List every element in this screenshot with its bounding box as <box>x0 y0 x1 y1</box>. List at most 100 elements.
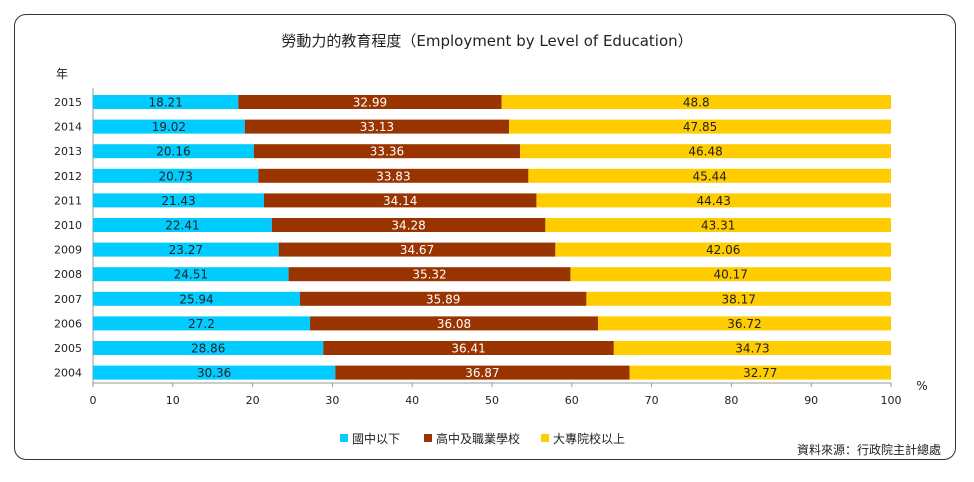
data-label: 34.73 <box>735 342 769 356</box>
data-label: 18.21 <box>148 96 182 110</box>
data-label: 28.86 <box>191 342 225 356</box>
data-label: 34.67 <box>400 243 434 257</box>
x-tick-label: 100 <box>881 394 902 407</box>
x-tick-label: 0 <box>90 394 97 407</box>
bar-1-2014 <box>93 119 245 134</box>
bar-1-2015 <box>93 95 239 109</box>
data-label: 23.27 <box>169 243 203 257</box>
data-label: 35.89 <box>426 292 460 306</box>
data-label: 40.17 <box>714 268 748 282</box>
bar-1-2007 <box>93 291 301 306</box>
data-label: 47.85 <box>683 120 717 134</box>
chart-frame <box>14 14 956 460</box>
x-tick-label: 20 <box>246 394 260 407</box>
data-label: 20.73 <box>159 169 193 183</box>
bar-3-2011 <box>536 193 891 208</box>
bar-1-2013 <box>93 144 254 159</box>
bar-2-2015 <box>238 95 502 109</box>
data-label: 34.14 <box>383 194 417 208</box>
y-tick-label: 2006 <box>54 317 82 330</box>
data-label: 36.41 <box>451 342 485 356</box>
x-tick-label: 40 <box>405 394 419 407</box>
bar-3-2014 <box>509 119 891 134</box>
legend-swatch-1 <box>340 434 348 442</box>
y-tick-label: 2012 <box>54 170 82 183</box>
x-tick-label: 70 <box>645 394 659 407</box>
bar-1-2005 <box>93 341 324 355</box>
data-label: 30.36 <box>197 366 231 380</box>
bar-3-2010 <box>545 218 891 232</box>
data-label: 33.36 <box>370 145 404 159</box>
bar-3-2007 <box>586 291 891 306</box>
y-tick-label: 2004 <box>54 367 82 380</box>
data-label: 32.77 <box>743 366 777 380</box>
data-label: 33.13 <box>360 120 394 134</box>
data-label: 32.99 <box>353 96 387 110</box>
data-label: 36.08 <box>437 317 471 331</box>
bar-2-2010 <box>271 218 546 232</box>
data-label: 44.43 <box>697 194 731 208</box>
x-tick-label: 30 <box>325 394 339 407</box>
bar-2-2014 <box>244 119 510 134</box>
data-label: 38.17 <box>722 292 756 306</box>
legend-label-3: 大專院校以上 <box>553 431 625 446</box>
bar-1-2010 <box>93 218 272 232</box>
legend-swatch-3 <box>541 434 549 442</box>
bar-3-2008 <box>570 267 891 282</box>
data-label: 27.2 <box>188 317 215 331</box>
bar-1-2006 <box>93 316 311 331</box>
data-label: 36.72 <box>727 317 761 331</box>
bar-3-2013 <box>520 144 891 159</box>
bar-2-2004 <box>335 365 630 380</box>
data-label: 42.06 <box>706 243 740 257</box>
bar-2-2012 <box>258 168 529 183</box>
x-tick-label: 50 <box>485 394 499 407</box>
x-tick-label: 90 <box>804 394 818 407</box>
data-label: 34.28 <box>391 219 425 233</box>
legend-label-2: 高中及職業學校 <box>436 431 520 446</box>
data-label: 45.44 <box>693 169 727 183</box>
y-tick-label: 2015 <box>54 96 82 109</box>
y-tick-label: 2014 <box>54 121 82 134</box>
data-label: 24.51 <box>174 268 208 282</box>
y-tick-label: 2013 <box>54 145 82 158</box>
x-tick-label: 80 <box>724 394 738 407</box>
bar-3-2005 <box>613 341 891 355</box>
y-tick-label: 2011 <box>54 194 82 207</box>
data-label: 48.8 <box>683 96 710 110</box>
bar-1-2012 <box>93 168 259 183</box>
x-tick-label: 60 <box>565 394 579 407</box>
bar-1-2011 <box>93 193 265 208</box>
source-note: 資料來源：行政院主計總處 <box>797 442 941 457</box>
bar-2-2013 <box>253 144 521 159</box>
y-tick-label: 2010 <box>54 219 82 232</box>
data-label: 22.41 <box>165 219 199 233</box>
bar-3-2015 <box>501 95 891 109</box>
bar-2-2006 <box>310 316 598 331</box>
data-label: 46.48 <box>688 145 722 159</box>
x-axis-label: % <box>916 379 927 393</box>
legend-label-1: 國中以下 <box>352 431 400 446</box>
data-label: 33.83 <box>376 169 410 183</box>
data-label: 43.31 <box>701 219 735 233</box>
bar-3-2009 <box>555 242 891 257</box>
bar-2-2008 <box>288 267 571 282</box>
data-label: 25.94 <box>179 292 213 306</box>
bar-2-2007 <box>300 291 587 306</box>
data-label: 21.43 <box>161 194 195 208</box>
y-axis-label: 年 <box>56 67 68 81</box>
y-tick-label: 2009 <box>54 244 82 257</box>
bar-1-2009 <box>93 242 279 257</box>
bar-3-2004 <box>629 365 891 380</box>
data-label: 20.16 <box>156 145 190 159</box>
x-tick-label: 10 <box>166 394 180 407</box>
bar-3-2012 <box>528 168 891 183</box>
y-tick-label: 2008 <box>54 268 82 281</box>
bar-2-2005 <box>323 341 614 355</box>
data-label: 36.87 <box>465 366 499 380</box>
chart-title: 勞動力的教育程度（Employment by Level of Educatio… <box>281 32 692 50</box>
bar-1-2008 <box>93 267 289 282</box>
legend-swatch-2 <box>424 434 432 442</box>
data-label: 19.02 <box>152 120 186 134</box>
